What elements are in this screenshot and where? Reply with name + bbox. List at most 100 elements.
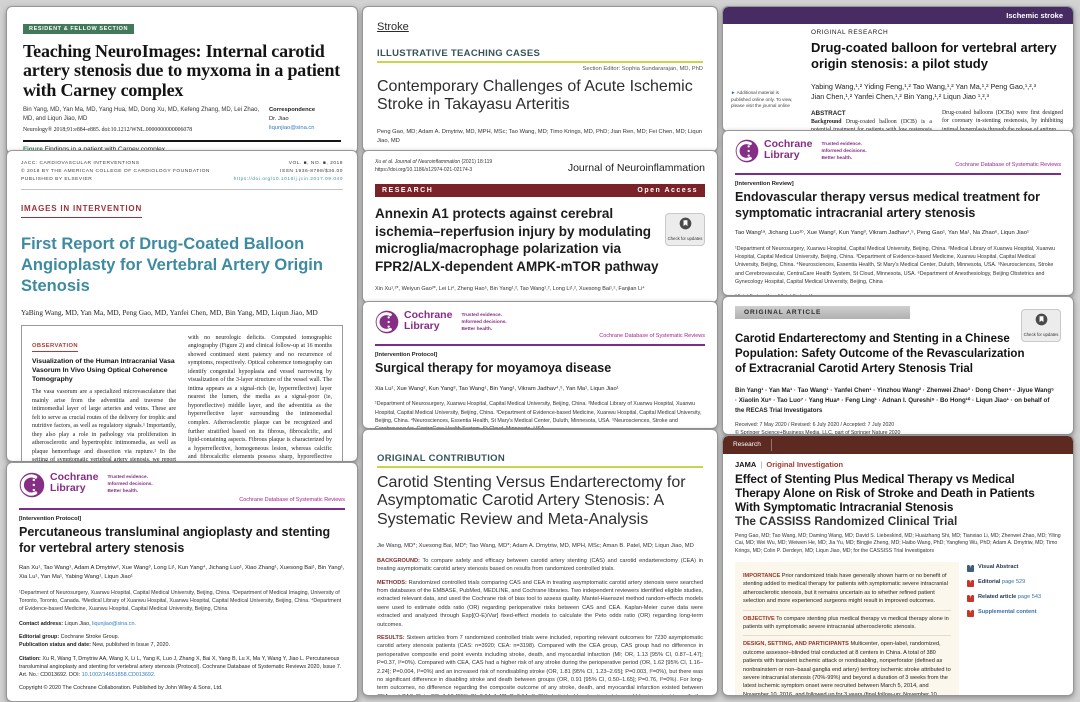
importance-text: Prior randomized trials have generally s…	[743, 573, 948, 605]
page-title: Surgical therapy for moyamoya disease	[375, 361, 612, 375]
methods-text: Randomized controlled trials comparing C…	[377, 579, 703, 628]
authors: Bin Yang, MD, Yan Ma, MD, Yang Hua, MD, …	[23, 107, 260, 122]
cochrane-wordmark: Cochrane Library	[50, 471, 98, 495]
figure-caption-text: Findings in a patient with Carney comple…	[45, 146, 165, 153]
check-for-updates-badge[interactable]: Check for updates	[1021, 309, 1061, 342]
abstract-box: IMPORTANCE Prior randomized trials have …	[735, 562, 959, 695]
contact-email-link[interactable]: liqunjiao@sina.cn.	[92, 621, 136, 628]
related-article-link[interactable]: Related article page 543	[967, 594, 1061, 603]
margin-note: ► Additional material is published onlin…	[731, 90, 797, 110]
abstract-methods: METHODS: Randomized controlled trials co…	[377, 579, 703, 629]
cochrane-wordmark: Cochrane Library	[764, 138, 813, 161]
authors: Peng Gao, MD; Tao Wang, MD; Daming Wang,…	[735, 532, 1061, 555]
article-history: Received: 7 May 2020 / Revised: 6 July 2…	[735, 422, 1061, 435]
editorial-text: Cochrane Stroke Group.	[60, 634, 120, 641]
cochrane-word-2: Library	[50, 482, 86, 495]
correspondence-email-link[interactable]: liqunjiao@sina.cn	[269, 124, 315, 131]
page-title: Carotid Endarterectomy and Stenting in a…	[735, 333, 1025, 375]
doi-link[interactable]: https://doi.org/10.1186/s12974-021-02174…	[375, 166, 473, 173]
correspondence-label: Correspondence	[269, 107, 316, 114]
tagline-2: Informed decisions.	[821, 149, 867, 155]
page-title: Carotid Stenting Versus Endarterectomy f…	[377, 474, 686, 528]
citation-doi-link[interactable]: 10.1002/14651858.CD013692.	[81, 671, 156, 678]
design-label: DESIGN, SETTING, AND PARTICIPANTS	[743, 641, 849, 648]
section-heading: ILLUSTRATIVE TEACHING CASES	[377, 48, 703, 63]
tagline-2: Informed decisions.	[461, 320, 507, 326]
divider	[21, 188, 343, 190]
page-title: Percutaneous transluminal angioplasty an…	[19, 525, 331, 555]
authors: Bin Yang¹ · Yan Ma¹ · Tao Wang¹ · Yanfei…	[735, 387, 1055, 414]
cochrane-masthead: Cochrane Library Trusted evidence. Infor…	[375, 309, 705, 339]
journal-publisher: PUBLISHED BY ELSEVIER	[21, 176, 93, 182]
abstract-columns: ABSTRACT Background Drug-coated balloon …	[811, 109, 1063, 131]
received-dates: Received: 7 May 2020 / Revised: 6 July 2…	[735, 422, 895, 429]
database-banner: Cochrane Database of Systematic Reviews	[599, 333, 705, 339]
editorial-link[interactable]: Editorial page 529	[967, 579, 1061, 588]
citation: Neurology® 2018;91:e884-e885. doi:10.121…	[23, 127, 193, 134]
citation: Xu et al. Journal of Neuroinflammation	[375, 159, 461, 165]
check-for-updates-label: Check for updates	[1023, 332, 1059, 337]
section-heading: ORIGINAL ARTICLE	[735, 306, 910, 319]
editorial-label: Editorial	[978, 579, 1001, 586]
journal-issn: ISSN 1936-8798/$36.00	[280, 168, 343, 174]
authors: Tao Wang¹ᵃ, Jichang Luo¹ᵇ, Xue Wang², Ku…	[735, 230, 1029, 237]
citation-label: Citation:	[19, 655, 41, 662]
related-article-icon	[967, 594, 974, 603]
abstract-left-column: ABSTRACT Background Drug-coated balloon …	[811, 109, 933, 131]
body-text-col2: with no neurologic deficits. Computed to…	[188, 334, 332, 461]
cochrane-masthead: Cochrane Library Trusted evidence. Infor…	[735, 138, 1061, 168]
paper-stroke-cas-vs-cea-meta: ORIGINAL CONTRIBUTION Carotid Stenting V…	[362, 429, 718, 696]
visual-abstract-link[interactable]: Visual Abstract	[967, 564, 1061, 573]
abstract-right-column: Drug-coated balloons (DCBs) were first d…	[942, 109, 1063, 131]
journal-name: Journal of Neuroinflammation	[567, 162, 705, 174]
importance-label: IMPORTANCE	[743, 573, 781, 580]
background-label: BACKGROUND:	[377, 557, 420, 564]
correspondence-block: Correspondence Dr. Jiao liqunjiao@sina.c…	[269, 106, 341, 133]
cochrane-word-1: Cochrane	[404, 309, 453, 321]
supplemental-content-link[interactable]: Supplemental content	[967, 609, 1061, 618]
background-text: To compare safety and efficacy between c…	[377, 557, 704, 573]
affiliations: ¹Department of Neurosurgery, Xuanwu Hosp…	[19, 589, 342, 613]
paper-cochrane-pta-stenting: Cochrane Library Trusted evidence. Infor…	[6, 462, 358, 702]
bookmark-icon	[1035, 313, 1047, 326]
abstract-importance: IMPORTANCE Prior randomized trials have …	[743, 568, 951, 610]
journal-volume: VOL. ■, NO. ■, 2018	[288, 161, 343, 166]
related-article-page: page 543	[1017, 594, 1042, 601]
journal-copyright: © 2018 BY THE AMERICAN COLLEGE OF CARDIO…	[21, 168, 210, 174]
cochrane-logo-icon	[375, 310, 399, 339]
section-heading: ORIGINAL CONTRIBUTION	[377, 453, 703, 468]
copyright: Copyright © 2020 The Cochrane Collaborat…	[19, 684, 223, 691]
journal-name-link[interactable]: Stroke	[377, 21, 409, 33]
section-label: Original Investigation	[766, 460, 844, 469]
page-title: Effect of Stenting Plus Medical Therapy …	[735, 472, 1035, 515]
article-type: RESEARCH	[382, 187, 434, 194]
article-type-bar: RESEARCH Open Access	[375, 184, 705, 197]
contact-name: Liqun Jiao,	[64, 621, 91, 628]
citation-text: Xu R, Wang T, Dmytriw AA, Wang X, Li L, …	[19, 655, 342, 678]
cochrane-word-1: Cochrane	[764, 138, 813, 150]
methods-label: METHODS:	[377, 579, 407, 586]
observation-label: OBSERVATION	[32, 343, 78, 352]
tagline-1: Trusted evidence.	[107, 475, 148, 480]
contact-address: Contact address: Liqun Jiao, liqunjiao@s…	[19, 620, 345, 628]
paper-springer-recas-trial: ORIGINAL ARTICLE Check for updates Carot…	[722, 296, 1074, 435]
authors: Ran Xu¹, Tao Wang¹, Adam A Dmytriw², Xue…	[19, 565, 345, 580]
visual-abstract-label: Visual Abstract	[978, 564, 1019, 571]
supplemental-content-label: Supplemental content	[978, 609, 1037, 616]
check-for-updates-badge[interactable]: Check for updates	[665, 213, 705, 246]
doi-link[interactable]: https://doi.org/10.1016/j.jcin.2017.09.0…	[233, 176, 343, 182]
contact-label: Contact address:	[19, 621, 64, 628]
abstract-results: RESULTS: Sixteen articles from 7 randomi…	[377, 634, 703, 695]
cochrane-logo-icon	[19, 472, 45, 503]
arrow-icon: ►	[731, 90, 736, 95]
citation-issue: (2021) 18:119	[461, 159, 493, 165]
paper-cochrane-moyamoya: Cochrane Library Trusted evidence. Infor…	[362, 301, 718, 429]
cochrane-tagline: Trusted evidence. Informed decisions. Be…	[107, 474, 152, 496]
copyright: © Springer Science+Business Media, LLC, …	[735, 429, 901, 435]
divider	[735, 173, 1061, 175]
abstract-design: DESIGN, SETTING, AND PARTICIPANTS Multic…	[743, 635, 951, 695]
cochrane-tagline: Trusted evidence. Informed decisions. Be…	[461, 312, 506, 334]
open-access-label: Open Access	[637, 187, 698, 194]
abstract-background-text: Drug-coated balloon (DCB) is a potential…	[811, 118, 933, 131]
